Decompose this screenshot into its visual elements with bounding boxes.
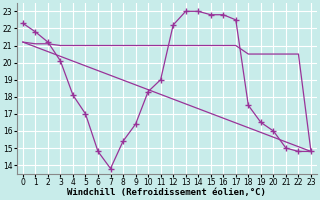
X-axis label: Windchill (Refroidissement éolien,°C): Windchill (Refroidissement éolien,°C)	[68, 188, 266, 197]
